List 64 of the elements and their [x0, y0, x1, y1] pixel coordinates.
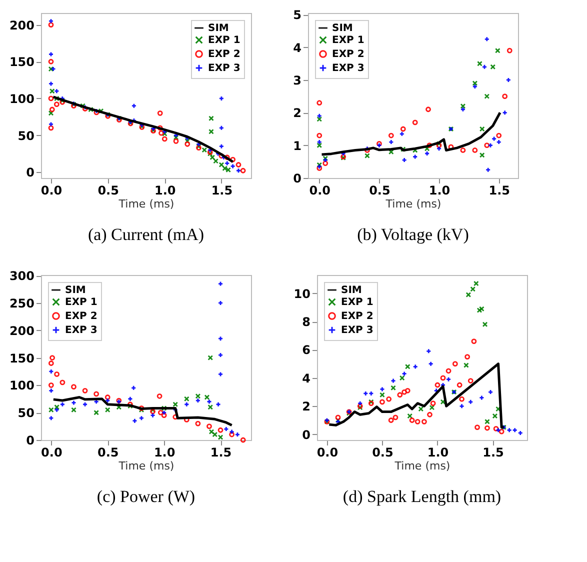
- y-tick-label: 10: [294, 286, 310, 301]
- y-tick-label: 0: [26, 434, 34, 448]
- legend-label: EXP 1: [341, 297, 374, 308]
- y-tick-label: 300: [9, 269, 34, 284]
- y-tick-label: 0: [302, 428, 310, 442]
- x-tick-label: 1.5: [482, 446, 504, 460]
- x-tick-label: 1.5: [211, 184, 233, 198]
- legend-label: SIM: [341, 285, 362, 296]
- legend-label: EXP 2: [341, 311, 374, 322]
- legend-label: EXP 3: [341, 325, 374, 336]
- y-tick-label: 200: [9, 324, 34, 338]
- x-tick-label: 1.0: [154, 184, 176, 198]
- x-tick-label: 0.5: [369, 184, 390, 198]
- y-tick-label: 3: [293, 73, 302, 88]
- legend-label: EXP 3: [65, 325, 98, 336]
- x-tick-label: 1.5: [210, 446, 232, 460]
- legend-label: EXP 3: [208, 63, 240, 74]
- x-tick-label: 0.0: [316, 446, 338, 460]
- x-tick-label: 1.0: [154, 446, 176, 460]
- x-tick-label: 0.0: [41, 446, 62, 460]
- y-tick-label: 6: [302, 343, 310, 358]
- y-tick-label: 0: [26, 166, 34, 180]
- x-tick-label: 1.5: [488, 184, 510, 198]
- x-axis-title: Time (ms): [394, 460, 450, 472]
- y-tick-label: 4: [302, 371, 310, 386]
- x-tick-label: 0.5: [97, 446, 119, 460]
- x-axis-title: Time (ms): [118, 460, 174, 472]
- legend-label: EXP 1: [208, 35, 240, 46]
- y-tick-label: 150: [9, 351, 34, 366]
- y-tick-label: 1: [293, 138, 302, 153]
- legend-label: SIM: [332, 23, 353, 34]
- legend-label: EXP 2: [332, 49, 364, 60]
- text: (d) Spark Length (mm): [342, 487, 502, 506]
- y-tick-label: 8: [302, 315, 310, 330]
- y-tick-label: 0: [293, 172, 302, 186]
- text: (a) Current (mA): [88, 225, 204, 244]
- legend-label: EXP 3: [332, 63, 364, 74]
- legend-label: EXP 1: [65, 297, 98, 308]
- x-tick-label: 0.5: [98, 184, 119, 198]
- x-tick-label: 0.0: [309, 184, 330, 198]
- y-tick-label: 250: [9, 296, 34, 310]
- y-tick-label: 2: [293, 106, 302, 120]
- x-tick-label: 1.0: [427, 446, 449, 460]
- legend-label: EXP 1: [332, 35, 364, 46]
- legend-label: SIM: [65, 285, 86, 296]
- y-tick-label: 2: [302, 400, 310, 414]
- y-tick-label: 50: [18, 128, 34, 143]
- y-tick-label: 4: [293, 40, 302, 55]
- x-tick-label: 0.5: [372, 446, 394, 460]
- text: (b) Voltage (kV): [357, 225, 469, 244]
- y-tick-label: 5: [293, 8, 302, 22]
- y-tick-label: 100: [9, 92, 34, 106]
- x-tick-label: 1.0: [428, 184, 450, 198]
- x-axis-title: Time (ms): [118, 198, 174, 210]
- legend-label: EXP 2: [208, 49, 240, 60]
- y-tick-label: 150: [9, 55, 34, 70]
- y-tick-label: 50: [18, 406, 34, 420]
- legend-label: SIM: [208, 23, 229, 34]
- x-tick-label: 0.0: [40, 184, 62, 198]
- x-axis-title: Time (ms): [384, 198, 442, 210]
- y-tick-label: 100: [9, 378, 34, 393]
- legend-label: EXP 2: [65, 311, 98, 322]
- y-tick-label: 200: [9, 18, 34, 32]
- text: (c) Power (W): [96, 487, 196, 506]
